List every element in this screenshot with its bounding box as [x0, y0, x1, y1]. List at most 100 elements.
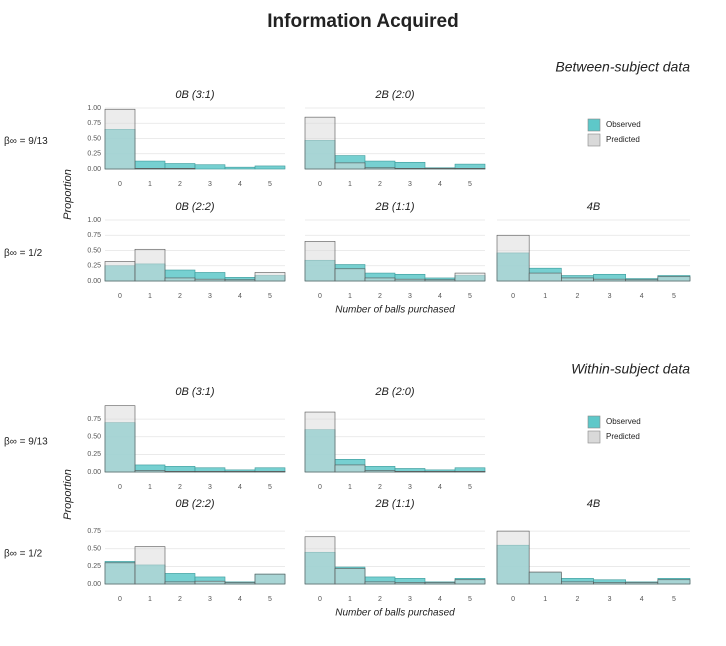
x-tick-label: 2: [378, 484, 382, 491]
section-title: Within-subject data: [571, 361, 690, 377]
x-tick-label: 0: [118, 484, 122, 491]
bar-predicted: [194, 580, 226, 585]
x-tick-label: 0: [118, 293, 122, 300]
y-tick-label: 0.25: [87, 151, 101, 158]
x-tick-label: 5: [268, 484, 272, 491]
bar-predicted: [496, 234, 530, 282]
x-tick-label: 4: [238, 484, 242, 491]
y-tick-label: 0.25: [87, 451, 101, 458]
x-tick-label: 2: [575, 596, 579, 603]
bar-predicted: [593, 278, 626, 282]
x-tick-label: 3: [208, 596, 212, 603]
row-label: β∞ = 9/13: [4, 136, 48, 147]
bar-predicted: [364, 470, 396, 473]
bar-predicted: [657, 579, 691, 585]
y-tick-label: 0.50: [87, 247, 101, 254]
bar-predicted: [364, 581, 396, 585]
x-tick-label: 1: [148, 484, 152, 491]
figure-title: Information Acquired: [267, 11, 458, 32]
x-tick-label: 4: [238, 181, 242, 188]
bar-predicted: [134, 546, 166, 585]
y-tick-label: 0.25: [87, 263, 101, 270]
x-tick-label: 0: [511, 293, 515, 300]
x-tick-label: 1: [348, 181, 352, 188]
panel-title: 2B (2:0): [374, 89, 414, 101]
legend-label: Predicted: [606, 135, 640, 144]
y-axis-label: Proportion: [62, 469, 74, 520]
x-tick-label: 4: [438, 484, 442, 491]
bar-predicted: [424, 168, 456, 170]
x-tick-label: 1: [543, 293, 547, 300]
bar-predicted: [625, 582, 659, 585]
bar-observed: [254, 165, 286, 170]
bar-predicted: [424, 279, 456, 282]
bar-predicted: [364, 167, 396, 170]
y-tick-label: 0.75: [87, 232, 101, 239]
x-tick-label: 0: [318, 596, 322, 603]
x-tick-label: 0: [318, 484, 322, 491]
y-tick-label: 0.25: [87, 563, 101, 570]
legend-swatch: [587, 118, 601, 132]
bar-predicted: [224, 279, 256, 282]
x-tick-label: 4: [438, 596, 442, 603]
bar-predicted: [528, 272, 562, 282]
x-tick-label: 0: [118, 181, 122, 188]
x-tick-label: 0: [511, 596, 515, 603]
x-tick-label: 5: [672, 596, 676, 603]
bar-predicted: [364, 277, 396, 282]
x-tick-label: 2: [575, 293, 579, 300]
x-tick-label: 4: [238, 293, 242, 300]
x-tick-label: 0: [318, 293, 322, 300]
bar-predicted: [334, 464, 366, 473]
bar-predicted: [104, 261, 136, 282]
bar-observed: [134, 160, 166, 170]
x-axis-label: Number of balls purchased: [335, 305, 455, 316]
x-tick-label: 3: [408, 484, 412, 491]
bar-predicted: [194, 470, 226, 473]
bar-predicted: [394, 278, 426, 282]
panel-title: 2B (1:1): [374, 498, 414, 510]
x-tick-label: 5: [468, 293, 472, 300]
bar-predicted: [561, 581, 594, 585]
bar-observed: [394, 161, 426, 170]
x-tick-label: 4: [438, 293, 442, 300]
y-axis-label: Proportion: [62, 169, 74, 220]
bar-predicted: [104, 562, 136, 585]
panel-title: 0B (2:2): [175, 201, 214, 213]
y-tick-label: 1.00: [87, 105, 101, 112]
bar-predicted: [334, 162, 366, 170]
x-tick-label: 3: [208, 181, 212, 188]
x-tick-label: 5: [468, 484, 472, 491]
bar-predicted: [104, 108, 136, 170]
x-tick-label: 3: [408, 181, 412, 188]
bar-predicted: [334, 268, 366, 282]
x-tick-label: 5: [672, 293, 676, 300]
bar-predicted: [164, 581, 196, 585]
row-label: β∞ = 1/2: [4, 248, 43, 259]
x-tick-label: 5: [468, 596, 472, 603]
panel-title: 2B (1:1): [374, 201, 414, 213]
panel-title: 2B (2:0): [374, 386, 414, 398]
x-tick-label: 2: [178, 484, 182, 491]
bar-predicted: [593, 582, 626, 585]
bar-predicted: [334, 568, 366, 585]
row-label: β∞ = 1/2: [4, 548, 43, 559]
bar-predicted: [254, 272, 286, 282]
bar-predicted: [134, 248, 166, 282]
x-tick-label: 3: [408, 293, 412, 300]
x-tick-label: 1: [348, 484, 352, 491]
bar-predicted: [424, 582, 456, 585]
x-tick-label: 1: [348, 293, 352, 300]
bar-predicted: [164, 470, 196, 473]
y-tick-label: 0.00: [87, 166, 101, 173]
x-tick-label: 0: [118, 596, 122, 603]
x-tick-label: 2: [378, 293, 382, 300]
bar-predicted: [224, 470, 256, 473]
x-tick-label: 1: [348, 596, 352, 603]
bar-predicted: [394, 582, 426, 585]
x-tick-label: 5: [268, 293, 272, 300]
x-tick-label: 2: [178, 181, 182, 188]
x-tick-label: 2: [378, 181, 382, 188]
y-tick-label: 0.75: [87, 528, 101, 535]
